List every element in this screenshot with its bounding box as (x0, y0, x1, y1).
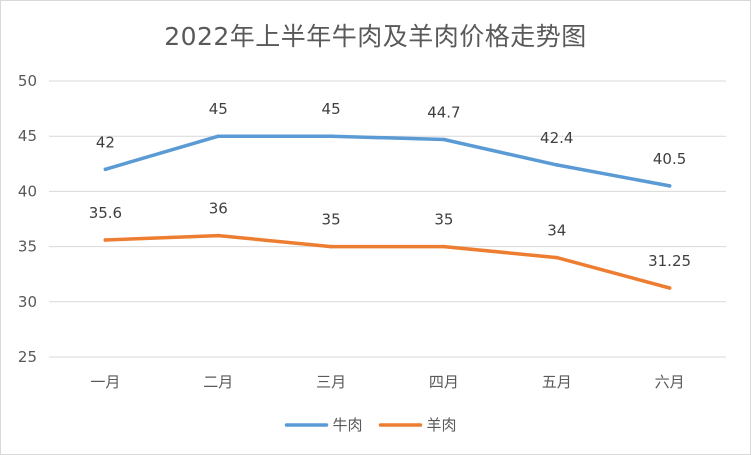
x-axis: 一月 二月 三月 四月 五月 六月 (90, 373, 684, 391)
legend: 牛肉 羊肉 (284, 416, 457, 434)
data-label: 45 (322, 100, 341, 118)
data-point (667, 184, 672, 188)
data-label: 45 (209, 100, 228, 118)
y-tick-label: 25 (18, 348, 37, 366)
data-point (329, 134, 333, 138)
data-point (103, 238, 108, 242)
series-line-2 (103, 233, 672, 290)
data-label: 42.4 (540, 129, 573, 147)
data-point (442, 137, 446, 142)
y-tick-label: 50 (18, 72, 37, 90)
x-tick-label: 五月 (542, 373, 572, 391)
data-label: 44.7 (427, 104, 460, 122)
data-point (329, 244, 333, 249)
data-label: 35 (322, 211, 341, 229)
y-tick-label: 35 (18, 238, 37, 256)
y-axis: 25 30 35 40 45 50 (18, 72, 37, 366)
data-point (554, 255, 559, 260)
series-line-1 (103, 134, 672, 188)
x-tick-label: 三月 (316, 373, 346, 391)
data-label: 40.5 (653, 150, 686, 168)
x-tick-label: 一月 (90, 373, 120, 391)
gridlines (49, 80, 726, 358)
data-label: 35.6 (89, 204, 122, 222)
data-point (667, 286, 672, 290)
data-label: 35 (434, 211, 453, 229)
data-label: 34 (547, 222, 566, 240)
y-tick-label: 45 (18, 127, 37, 145)
legend-label: 羊肉 (427, 416, 457, 434)
data-point (216, 134, 221, 138)
y-tick-label: 30 (18, 293, 37, 311)
data-label: 36 (209, 200, 228, 218)
series-lines (103, 134, 672, 290)
y-tick-label: 40 (18, 182, 37, 200)
data-point (442, 244, 446, 249)
x-tick-label: 四月 (429, 373, 459, 391)
x-tick-label: 六月 (655, 373, 685, 391)
data-point (216, 233, 221, 238)
data-point (103, 167, 108, 172)
x-tick-label: 二月 (203, 373, 233, 391)
data-point (554, 163, 559, 167)
chart-title: 2022年上半年牛肉及羊肉价格走势图 (164, 22, 587, 51)
legend-label: 牛肉 (333, 416, 363, 434)
data-label: 31.25 (648, 252, 691, 270)
data-labels: 42 45 45 44.7 42.4 40.5 35.6 36 35 35 34 31.25 (89, 100, 691, 270)
data-label: 42 (96, 133, 115, 151)
